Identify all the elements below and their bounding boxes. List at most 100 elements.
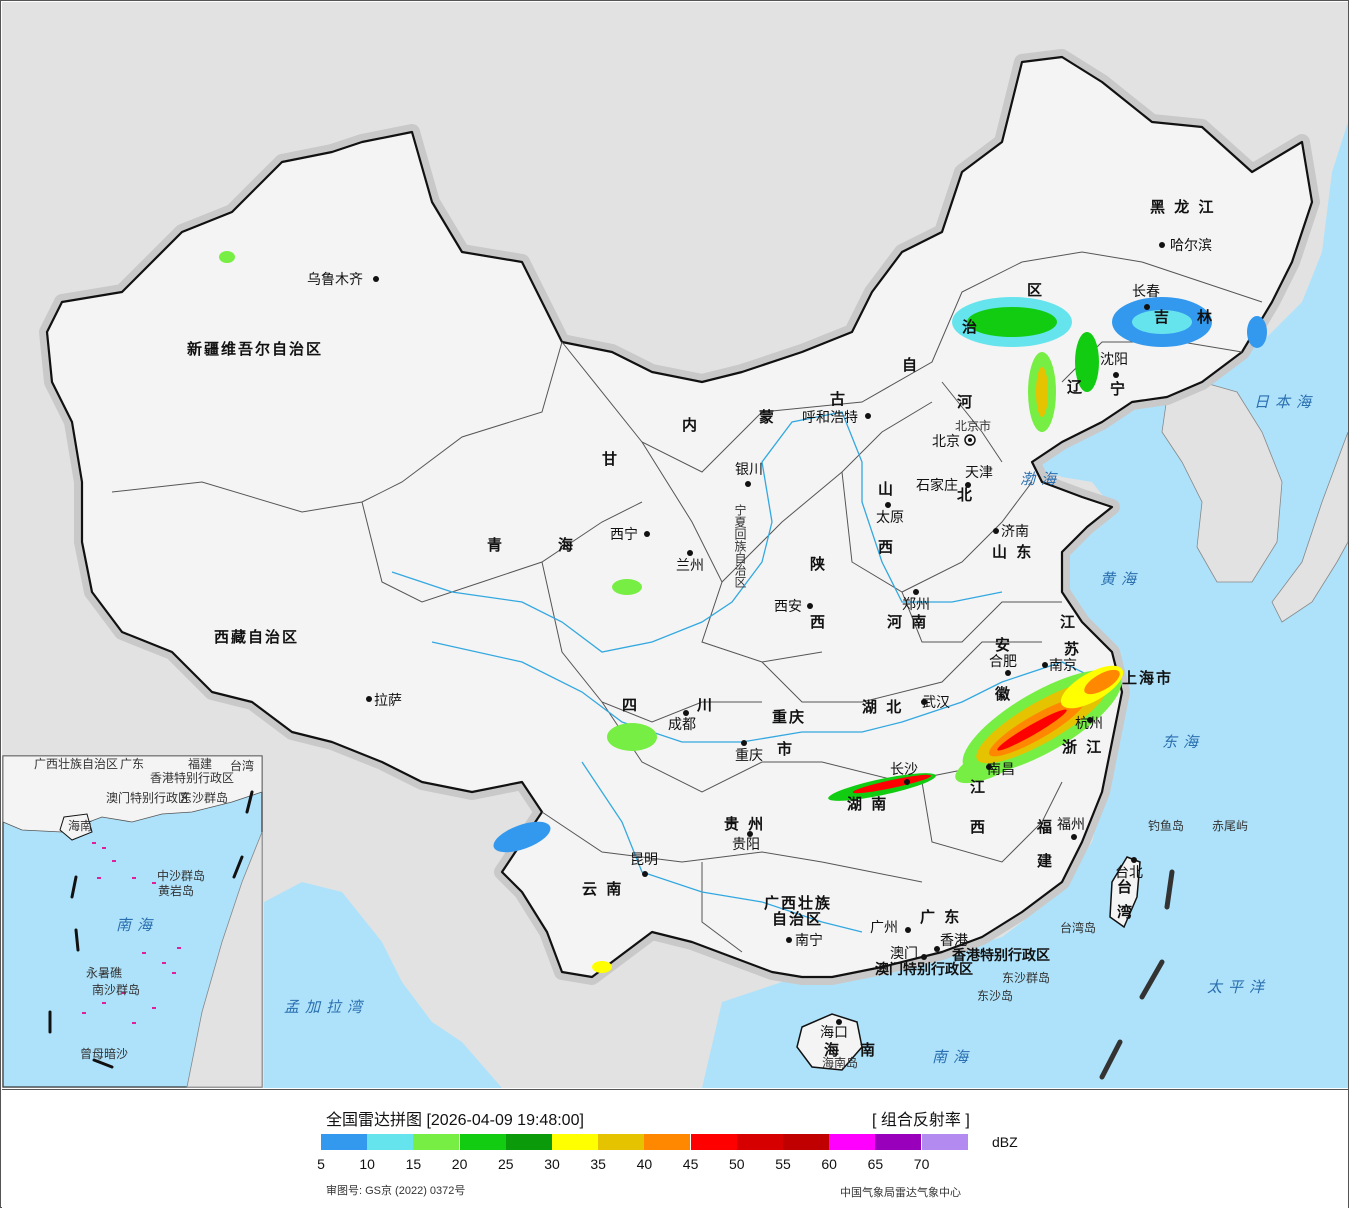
color-swatch-5 (552, 1134, 598, 1150)
city-hefei: 合肥 (989, 654, 1017, 676)
city-lhasa: 拉萨 (366, 693, 402, 709)
svg-text:贵阳: 贵阳 (732, 837, 760, 853)
label-jiangsu-1: 江 (1060, 613, 1077, 631)
label-fujian-2: 建 (1037, 852, 1054, 870)
label-taiwan-2: 湾 (1117, 903, 1134, 921)
svg-text:北京: 北京 (932, 434, 960, 450)
scale-tick-15: 15 (405, 1156, 422, 1172)
label-tianjin: 天津 (965, 465, 993, 481)
label-gansu: 甘 (602, 450, 619, 468)
city-yinchuan: 银川 (735, 462, 763, 487)
label-qinghai-1: 青 (487, 536, 504, 554)
inset-taiwan: 台湾 (230, 758, 254, 773)
rivers (391, 411, 1103, 933)
label-nmg-5: 治 (962, 318, 979, 336)
radar-map[interactable]: 新疆维吾尔自治区 西藏自治区 青 海 甘 内 蒙 古 自 治 区 黑 龙 江 吉… (2, 2, 1348, 1088)
city-labels: 乌鲁木齐 哈尔滨 长春 沈阳 呼和浩特 北京 石家庄 太原 济南 银川 西宁 兰… (307, 238, 1212, 1041)
color-swatch-2 (413, 1134, 460, 1150)
city-nanning: 南宁 (786, 932, 823, 949)
legend-product: [ 组合反射率 ] (872, 1112, 970, 1129)
svg-text:呼和浩特: 呼和浩特 (802, 410, 858, 426)
hainan-island (796, 1013, 863, 1071)
color-swatch-9 (736, 1134, 783, 1150)
label-xizang: 西藏自治区 (214, 628, 299, 646)
city-hohhot: 呼和浩特 (802, 410, 871, 426)
city-jinan: 济南 (993, 524, 1029, 540)
south-china-sea-inset[interactable]: 广西壮族自治区 广东 福建 台湾 澳门特别行政区 香港特别行政区 东沙群岛 海南… (2, 755, 263, 1088)
inset-guangxi: 广西壮族自治区 (34, 757, 118, 771)
label-guangdong: 广 东 (920, 908, 961, 926)
scale-tick-20: 20 (451, 1156, 468, 1172)
inset-zhongsha: 中沙群岛 (157, 868, 205, 883)
label-hk-region: 香港特别行政区 (951, 947, 1050, 964)
color-swatch-7 (644, 1134, 691, 1150)
label-jilin-1: 吉 (1154, 308, 1171, 326)
svg-text:昆明: 昆明 (630, 852, 658, 868)
svg-text:海口: 海口 (820, 1025, 848, 1041)
sea-south: 南海 (932, 1048, 974, 1066)
label-dongsha-group: 东沙群岛 (1002, 970, 1050, 985)
label-hainan-1: 海 (824, 1041, 841, 1059)
label-nmg-3: 古 (830, 390, 847, 408)
city-shijiazhuang: 石家庄 (916, 477, 971, 494)
color-swatch-3 (459, 1134, 506, 1150)
label-nmg-6: 区 (1027, 281, 1044, 299)
scale-tick-30: 30 (544, 1156, 560, 1172)
svg-text:南京: 南京 (1049, 658, 1077, 674)
city-beijing: 北京 (932, 434, 976, 450)
svg-text:合肥: 合肥 (989, 654, 1017, 670)
color-swatch-8 (690, 1134, 737, 1150)
japan-landmass (1271, 431, 1348, 623)
scale-tick-40: 40 (636, 1156, 653, 1172)
label-hunan: 湖 南 (847, 795, 888, 813)
label-nmg-2: 蒙 (759, 408, 776, 426)
label-nmg-1: 内 (682, 416, 699, 434)
color-swatch-13 (921, 1134, 968, 1150)
sea-japan: 日本海 (1254, 393, 1317, 411)
inset-macau: 澳门特别行政区 (106, 790, 190, 805)
city-kunming: 昆明 (630, 852, 658, 877)
svg-text:西宁: 西宁 (610, 526, 638, 543)
color-swatch-4 (505, 1134, 552, 1150)
ocean (702, 122, 1348, 1088)
svg-text:沈阳: 沈阳 (1100, 352, 1128, 368)
svg-text:重庆: 重庆 (735, 748, 763, 764)
svg-text:澳门: 澳门 (890, 946, 918, 962)
svg-text:济南: 济南 (1001, 524, 1029, 540)
data-source: 中国气象局雷达气象中心 (840, 1187, 961, 1199)
label-shanxi-2: 西 (878, 538, 895, 556)
scale-tick-50: 50 (729, 1156, 745, 1172)
sea-bohai: 渤海 (1020, 470, 1062, 488)
svg-text:香港: 香港 (940, 933, 968, 949)
inset-hainan: 海南 (68, 818, 92, 833)
city-xian: 西安 (774, 599, 813, 615)
label-anhui-1: 安 (995, 636, 1012, 654)
city-lanzhou: 兰州 (676, 550, 704, 574)
city-wuhan: 武汉 (921, 695, 950, 711)
color-swatch-6 (598, 1134, 645, 1150)
inset-hk: 香港特别行政区 (150, 770, 234, 785)
svg-text:广州: 广州 (870, 920, 898, 936)
nine-dash-line (1099, 869, 1175, 1080)
sea-bengal: 孟加拉湾 (284, 998, 368, 1016)
label-hainan-2: 南 (860, 1041, 877, 1059)
inset-guangdong: 广东 (120, 757, 144, 771)
svg-text:哈尔滨: 哈尔滨 (1170, 238, 1212, 254)
label-hubei: 湖 北 (862, 698, 903, 716)
label-nmg-4: 自 (902, 356, 919, 374)
sea-yellow: 黄海 (1100, 570, 1142, 588)
legend-title: 全国雷达拼图 [2026-04-09 19:48:00] (326, 1112, 584, 1129)
svg-text:乌鲁木齐: 乌鲁木齐 (307, 272, 363, 288)
svg-text:郑州: 郑州 (902, 597, 930, 613)
label-guangxi-1: 广西壮族 (764, 894, 832, 912)
city-haikou: 海口 (820, 1019, 848, 1041)
scale-tick-60: 60 (821, 1156, 837, 1172)
scale-tick-70: 70 (913, 1156, 930, 1172)
svg-text:长春: 长春 (1132, 284, 1160, 300)
svg-text:银川: 银川 (735, 462, 763, 478)
svg-text:台北: 台北 (1115, 865, 1143, 881)
inset-huangyan: 黄岩岛 (158, 883, 194, 898)
svg-text:拉萨: 拉萨 (374, 693, 402, 709)
color-swatch-12 (875, 1134, 922, 1150)
sea-pacific: 太平洋 (1207, 978, 1270, 996)
